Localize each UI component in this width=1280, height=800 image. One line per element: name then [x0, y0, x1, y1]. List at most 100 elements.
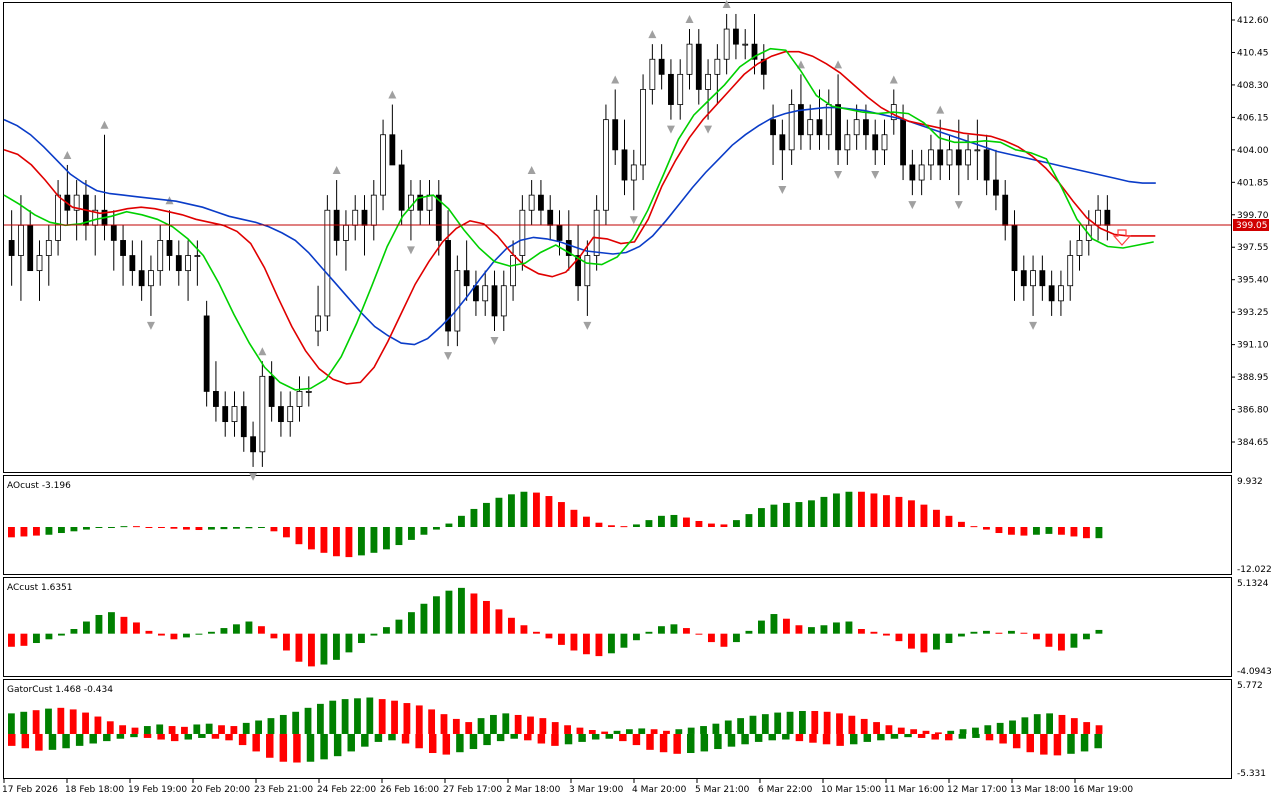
- gator-down-bar: [659, 733, 668, 753]
- price-tick-label: 386.80: [1237, 406, 1269, 416]
- gator-up-bar: [934, 732, 942, 734]
- ac-bar: [383, 627, 390, 634]
- time-tick-label: 20 Feb 20:00: [191, 785, 250, 795]
- gator-up-bar: [700, 726, 707, 734]
- candle-body: [686, 43, 693, 75]
- ao-bar: [433, 527, 440, 530]
- alligator-jaw-line: [3, 106, 1156, 346]
- gator-down-bar: [1026, 733, 1034, 753]
- candle-body: [779, 134, 786, 151]
- ao-bar: [283, 527, 290, 538]
- time-tick-label: 5 Mar 21:00: [695, 785, 750, 795]
- ao-bar: [808, 500, 815, 527]
- gator-up-bar: [564, 725, 571, 734]
- ac-bar: [570, 633, 578, 651]
- candle-body: [575, 255, 581, 287]
- ac-bar: [983, 630, 990, 634]
- ao-bar: [220, 527, 228, 530]
- ao-bar: [995, 527, 1003, 534]
- ao-bar: [395, 527, 403, 546]
- ao-bar: [720, 524, 728, 527]
- candle-body: [1039, 270, 1046, 287]
- gator-down-bar: [646, 733, 654, 750]
- candle-body: [1095, 209, 1101, 226]
- ac-bar: [883, 633, 890, 636]
- candle-body: [194, 255, 201, 257]
- ac-bar: [770, 614, 778, 634]
- gator-up-bar: [168, 726, 176, 734]
- candle-body: [175, 255, 182, 272]
- gator-up-bar: [465, 722, 473, 734]
- ao-bar: [370, 527, 378, 553]
- time-tick-label: 27 Feb 17:00: [443, 785, 502, 795]
- ac-bar: [783, 618, 790, 634]
- candle-body: [816, 119, 823, 136]
- gator-down-bar: [754, 733, 763, 742]
- fractal-down-icon: [490, 337, 499, 346]
- ao-bar: [1033, 527, 1040, 535]
- candle-body: [556, 224, 563, 241]
- gator-down-bar: [401, 733, 410, 744]
- ac-bar: [945, 633, 953, 644]
- ac-bar: [320, 633, 328, 665]
- gator-down-bar: [116, 733, 125, 739]
- ac-axis-top: 5.1324: [1237, 579, 1269, 589]
- gator-up-bar: [32, 710, 40, 734]
- gator-down-bar: [524, 733, 532, 741]
- ao-bar: [308, 527, 315, 550]
- candle-body: [788, 104, 795, 151]
- gator-up-bar: [415, 705, 423, 734]
- ao-bar: [570, 509, 578, 527]
- fractal-down-icon: [249, 472, 258, 481]
- gator-up-bar: [156, 724, 164, 734]
- ao-bar: [158, 527, 165, 528]
- gator-histogram-layer: [8, 697, 1103, 763]
- gator-down-bar: [673, 733, 681, 754]
- ao-axis-bottom: -12.022: [1237, 565, 1272, 575]
- ao-bar: [1020, 527, 1028, 536]
- ao-bar: [470, 508, 478, 527]
- ac-bar: [1020, 632, 1028, 634]
- main-price-layer[interactable]: [3, 0, 1156, 481]
- gator-down-bar: [62, 733, 70, 749]
- candle-body: [213, 391, 219, 407]
- fractal-up-icon: [100, 120, 109, 129]
- ao-bar: [270, 527, 278, 532]
- time-tick-label: 12 Mar 17:00: [947, 785, 1007, 795]
- candle-body: [853, 119, 860, 136]
- ac-bar: [683, 628, 690, 634]
- fractal-down-icon: [704, 125, 713, 134]
- ac-bar: [745, 630, 753, 634]
- gator-up-bar: [1095, 725, 1103, 734]
- ac-bar: [1095, 629, 1103, 634]
- ao-bar: [458, 515, 465, 527]
- price-tick-label: 395.40: [1237, 276, 1269, 286]
- ao-bar: [1083, 527, 1090, 539]
- candle-body: [603, 119, 609, 211]
- ao-bar: [558, 502, 565, 527]
- gator-up-bar: [82, 712, 89, 734]
- fractal-down-icon: [1029, 321, 1038, 330]
- ao-bar: [333, 527, 340, 557]
- gator-up-bar: [712, 723, 720, 734]
- gator-up-bar: [452, 718, 460, 734]
- gator-down-bar: [103, 733, 111, 742]
- gator-up-bar: [391, 700, 398, 734]
- ac-bar: [33, 633, 40, 644]
- gator-down-bar: [442, 733, 451, 755]
- gator-up-bar: [1033, 714, 1041, 734]
- ao-bar: [983, 527, 990, 530]
- gator-down-bar: [510, 733, 518, 739]
- gator-up-bar: [490, 714, 497, 734]
- panel-frames: [3, 2, 1232, 779]
- gator-down-bar: [768, 733, 776, 741]
- candle-body: [250, 436, 256, 453]
- gator-down-bar: [252, 733, 260, 752]
- ac-bar: [408, 612, 415, 634]
- alligator-lips-line: [3, 47, 1154, 391]
- gator-down-bar: [1080, 733, 1089, 752]
- candle-body: [231, 406, 238, 423]
- gator-up-bar: [811, 710, 819, 734]
- ao-bar: [70, 527, 78, 532]
